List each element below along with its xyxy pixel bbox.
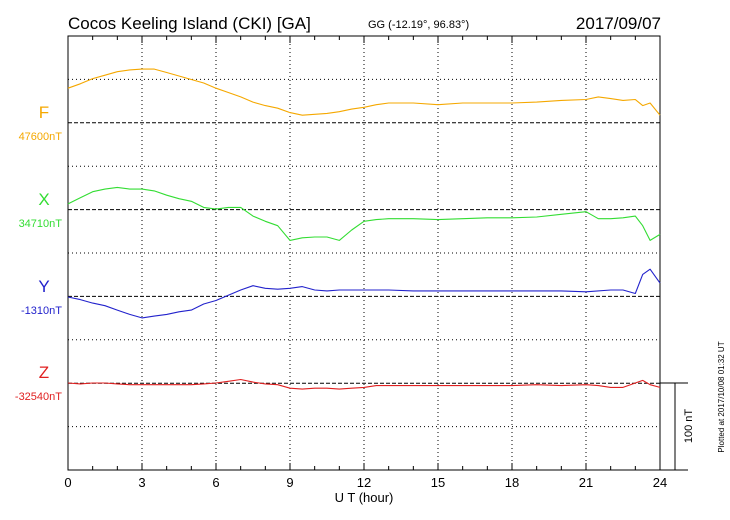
station-coordinates: GG (-12.19°, 96.83°) [368,19,469,31]
series-baseline-f: 47600nT [19,131,63,143]
x-tick-label: 3 [138,475,145,490]
series-name-y: Y [38,277,49,296]
x-tick-label: 15 [431,475,445,490]
series-baseline-x: 34710nT [19,218,63,230]
series-line-f [67,68,661,116]
series-line-z [67,378,661,390]
chart-date: 2017/09/07 [576,14,661,33]
scale-bar-label: 100 nT [683,409,695,444]
x-tick-label: 0 [64,475,71,490]
x-tick-label: 6 [212,475,219,490]
x-tick-label: 12 [357,475,371,490]
x-tick-label: 24 [653,475,667,490]
series-group [67,68,661,390]
plot-grid [68,36,660,470]
x-axis-label: U T (hour) [335,490,394,505]
x-tick-label: 9 [286,475,293,490]
series-line-x [67,186,661,241]
chart-title: Cocos Keeling Island (CKI) [GA] [68,14,311,33]
series-line-y [67,268,661,319]
series-name-x: X [38,190,49,209]
plotted-timestamp: Plotted at 2017/10/08 01:32 UT [717,341,726,452]
x-tick-label: 18 [505,475,519,490]
x-tick-label: 21 [579,475,593,490]
series-name-f: F [39,103,49,122]
series-name-z: Z [39,363,49,382]
series-labels: F 47600nT X 34710nT Y -1310nT Z -32540nT [15,103,62,403]
x-axis-ticks: 0 3 6 9 12 15 18 21 24 [64,36,667,490]
series-baseline-y: -1310nT [21,305,62,317]
series-baseline-z: -32540nT [15,391,62,403]
scale-bar: 100 nT [660,382,695,471]
